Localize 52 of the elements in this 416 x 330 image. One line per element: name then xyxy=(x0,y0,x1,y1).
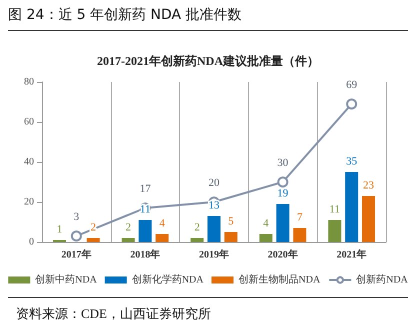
legend-label: 创新药NDA xyxy=(356,274,409,286)
y-tick-label: 20 xyxy=(24,196,34,208)
point xyxy=(70,230,82,242)
point xyxy=(346,98,358,110)
data-label: 7 xyxy=(296,212,303,224)
data-label: 30 xyxy=(277,157,289,169)
bar xyxy=(156,234,169,242)
bar xyxy=(362,196,375,242)
x-tick-label: 2018年 xyxy=(130,248,160,260)
bar xyxy=(208,216,220,242)
y-tick-label: 60 xyxy=(24,116,34,128)
legend-label: 创新化学药NDA xyxy=(132,274,204,286)
data-label: 17 xyxy=(140,183,152,195)
data-label: 69 xyxy=(346,79,358,91)
data-label: 5 xyxy=(228,216,234,228)
data-label: 2 xyxy=(90,222,96,234)
x-tick-label: 2020年 xyxy=(268,248,298,260)
bar xyxy=(328,220,342,242)
bar xyxy=(190,238,204,242)
y-tick-label: 80 xyxy=(24,76,34,88)
data-label: 11 xyxy=(329,204,340,216)
data-label: 13 xyxy=(208,200,220,212)
y-tick-label: 40 xyxy=(24,156,34,168)
data-label: 1 xyxy=(56,224,62,236)
chart-title: 图 24：近 5 年创新药 NDA 批准件数 xyxy=(8,6,242,24)
x-tick-label: 2017年 xyxy=(61,248,92,260)
data-label: 11 xyxy=(140,204,150,216)
data-label: 3 xyxy=(74,211,80,223)
chart-subtitle: 2017-2021年创新药NDA建议批准量（件） xyxy=(97,54,319,68)
legend-label: 创新生物制品NDA xyxy=(238,274,321,286)
legend-label: 创新中药NDA xyxy=(35,274,98,286)
bar xyxy=(224,232,238,242)
bar xyxy=(86,238,100,242)
bar xyxy=(138,220,152,242)
y-tick-label: 0 xyxy=(29,236,34,248)
text: 资料来源：CDE，山西证券研究所 xyxy=(16,305,211,323)
x-tick-label: 2019年 xyxy=(199,248,229,260)
bar xyxy=(259,234,272,242)
data-label: 35 xyxy=(346,156,358,168)
data-label: 4 xyxy=(159,218,166,230)
point xyxy=(277,176,288,188)
x-tick-label: 2021年 xyxy=(336,248,367,260)
data-label: 23 xyxy=(363,180,374,192)
data-label: 4 xyxy=(263,218,270,230)
bar xyxy=(276,204,290,242)
data-label: 20 xyxy=(208,177,220,189)
data-label: 2 xyxy=(126,222,132,234)
bar xyxy=(293,228,306,242)
data-label: 2 xyxy=(194,222,200,234)
data-label: 19 xyxy=(277,188,289,200)
bar xyxy=(122,238,135,242)
bar xyxy=(345,172,358,242)
